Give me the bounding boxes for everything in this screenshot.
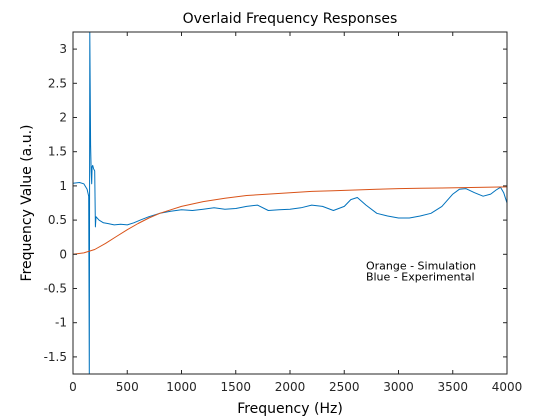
x-tick-label: 3500 bbox=[437, 380, 468, 394]
x-tick-label: 3000 bbox=[383, 380, 414, 394]
y-tick-label: -1.5 bbox=[44, 350, 67, 364]
ticks-layer: 0 500 1000 1500 2000 2500 3000 3500 4000 -1.5 -1 -0… bbox=[44, 32, 523, 394]
x-tick-label: 0 bbox=[69, 380, 77, 394]
x-tick-label: 4000 bbox=[492, 380, 523, 394]
x-tick-label: 2000 bbox=[275, 380, 306, 394]
series-layer bbox=[72, 31, 508, 375]
y-tick-label: 3 bbox=[59, 42, 67, 56]
plot-area bbox=[73, 32, 507, 374]
y-tick-label: -0.5 bbox=[44, 282, 67, 296]
series-line-1 bbox=[72, 31, 508, 375]
y-tick-label: -1 bbox=[55, 316, 67, 330]
annotation-2: Blue - Experimental bbox=[366, 270, 475, 283]
y-tick-label: 0 bbox=[59, 247, 67, 261]
x-axis-title: Frequency (Hz) bbox=[237, 401, 343, 417]
x-tick-label: 500 bbox=[116, 380, 139, 394]
x-tick-label: 1500 bbox=[220, 380, 251, 394]
y-tick-label: 2.5 bbox=[48, 76, 67, 90]
y-tick-label: 0.5 bbox=[48, 213, 67, 227]
annotation-1: Orange - Simulation bbox=[366, 259, 476, 272]
x-tick-label: 2500 bbox=[329, 380, 360, 394]
chart-title: Overlaid Frequency Responses bbox=[183, 11, 398, 27]
y-tick-label: 1 bbox=[59, 179, 67, 193]
x-tick-label: 1000 bbox=[166, 380, 197, 394]
y-tick-label: 1.5 bbox=[48, 145, 67, 159]
series-line-2 bbox=[72, 186, 508, 255]
y-tick-label: 2 bbox=[59, 111, 67, 125]
y-axis-title: Frequency Value (a.u.) bbox=[19, 125, 35, 282]
